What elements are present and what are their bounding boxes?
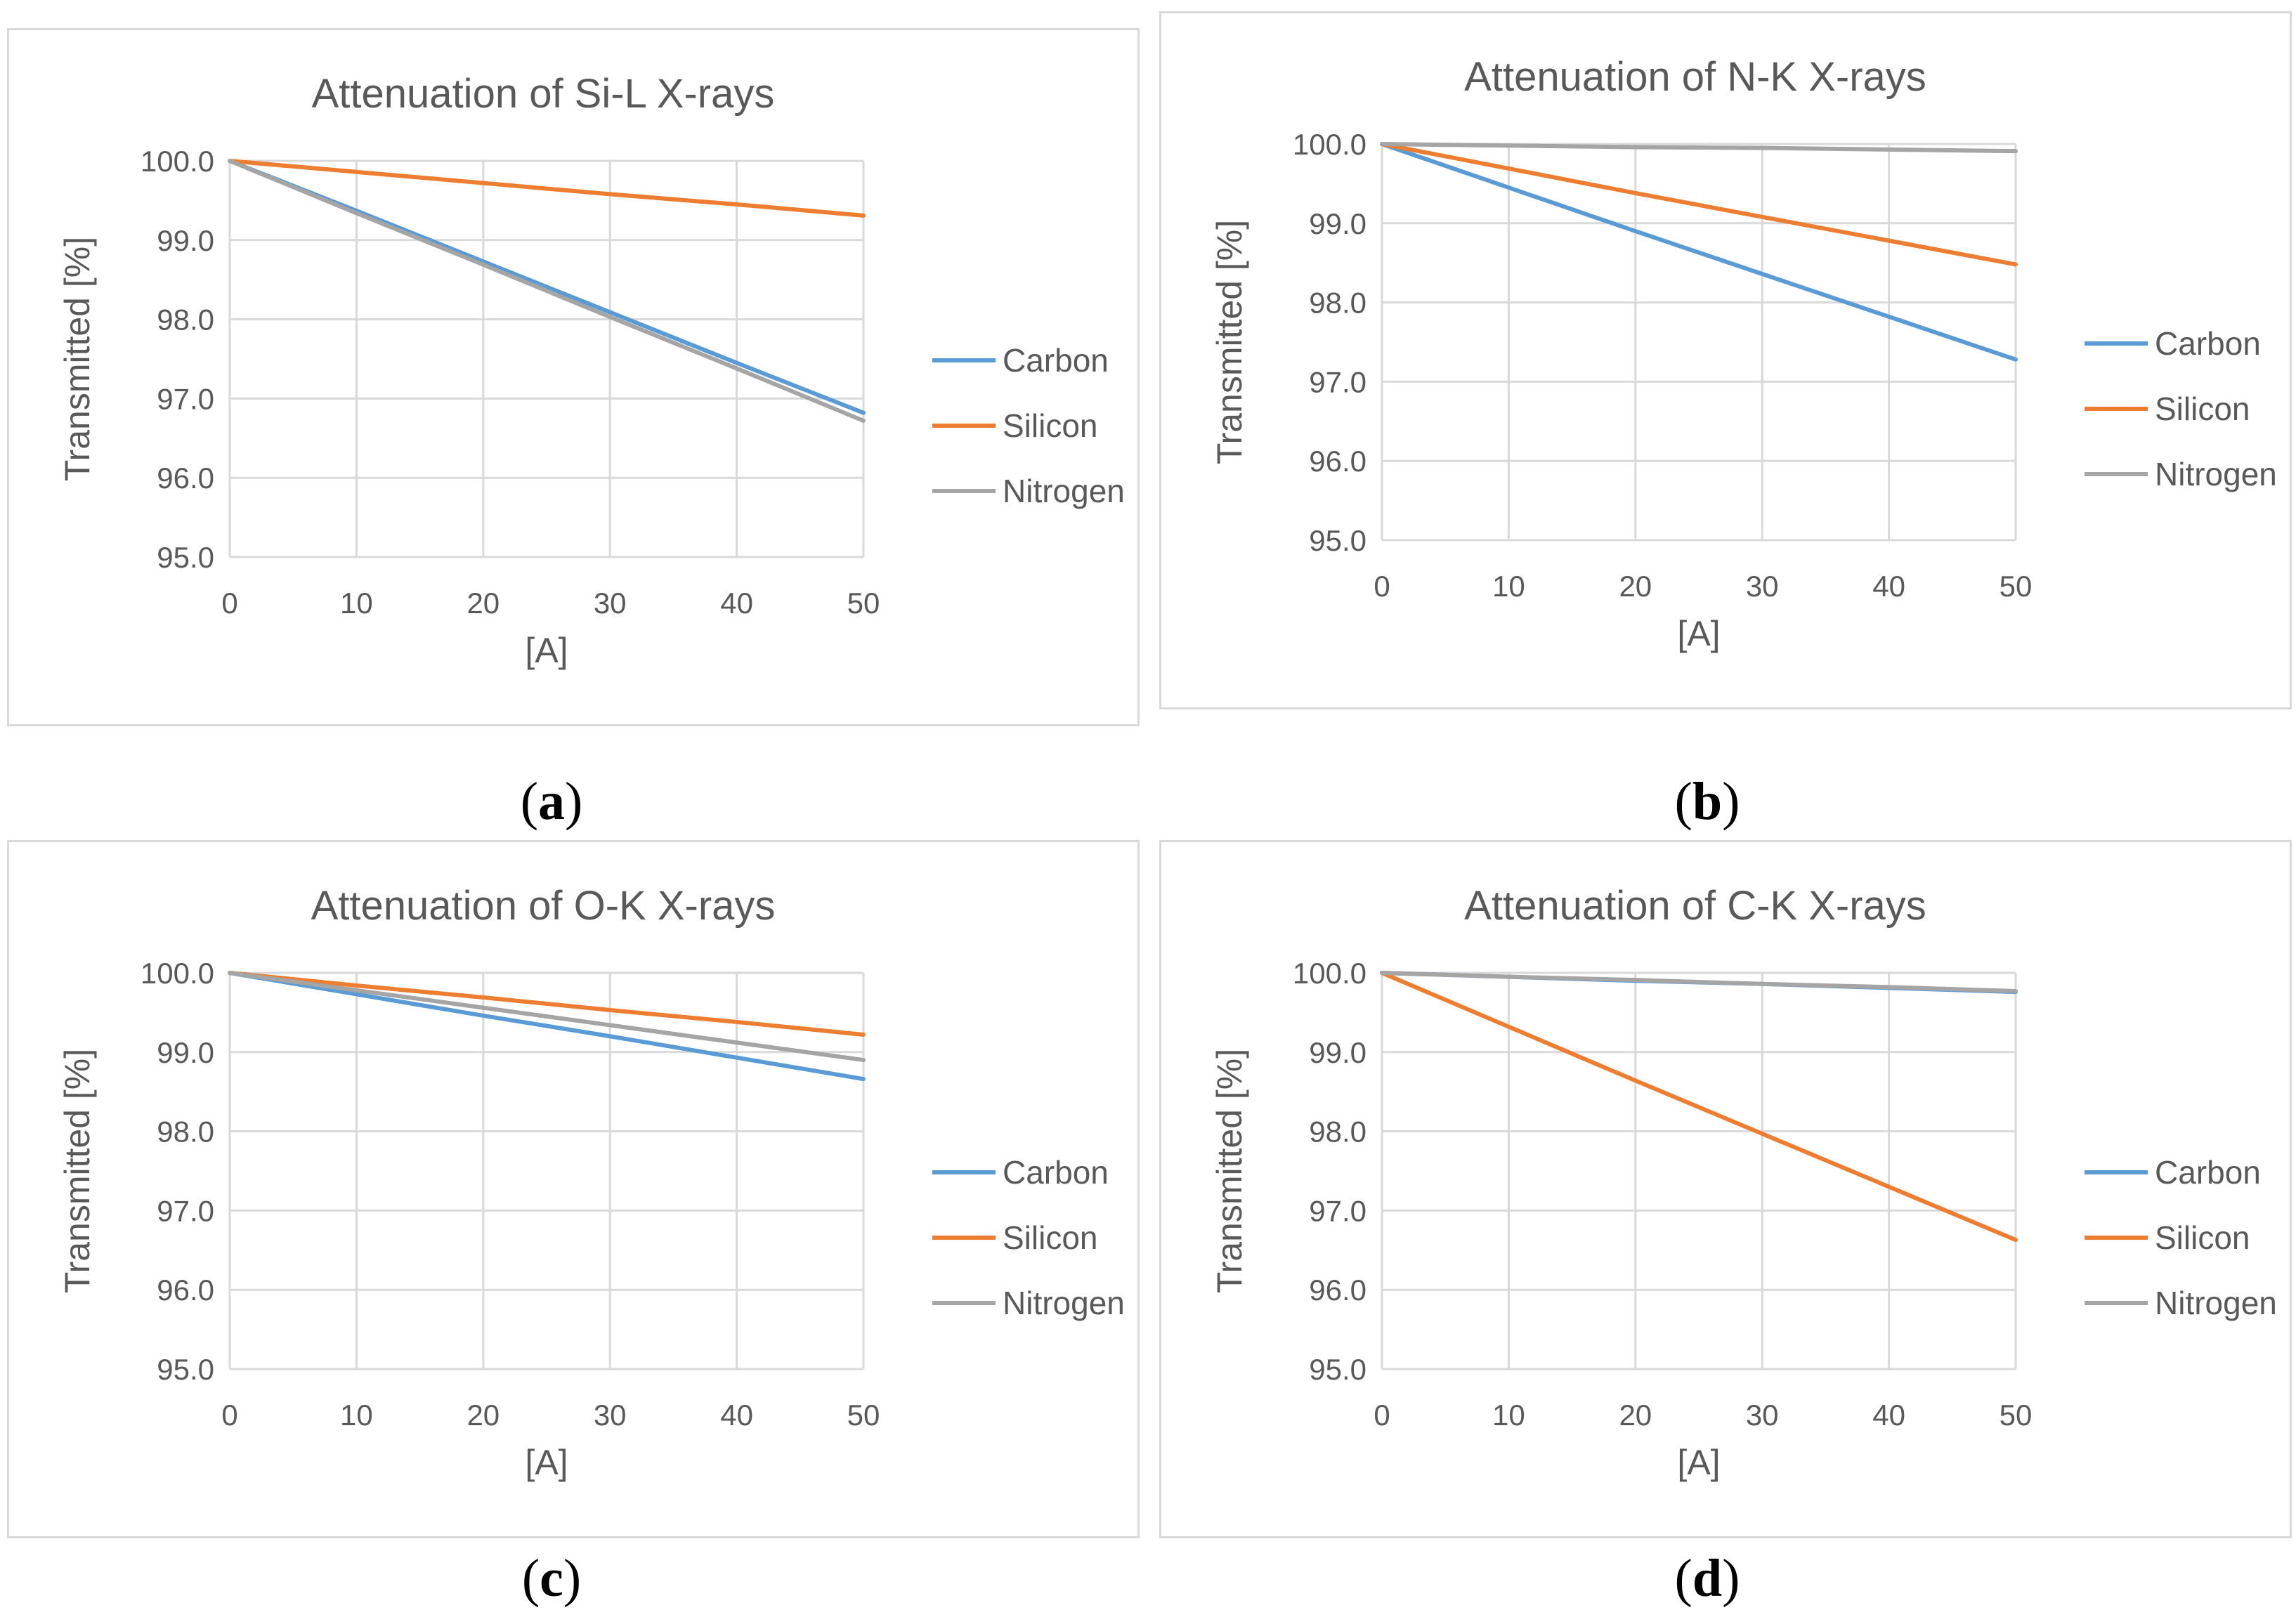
chart-panel-d: Attenuation of C-K X-rays 95.0 96.0 97.0 98.… — [1159, 840, 2292, 1538]
y-tick-label: 99.0 — [157, 224, 214, 257]
legend-label-carbon: Carbon — [1003, 342, 1109, 379]
y-tick-label: 98.0 — [157, 303, 214, 336]
x-axis-title: [A] — [1677, 614, 1720, 653]
legend-label-carbon: Carbon — [2155, 1154, 2261, 1191]
x-tick-label: 10 — [1492, 570, 1525, 603]
y-tick-label: 98.0 — [1309, 1115, 1366, 1148]
series-line-carbon — [1380, 142, 2018, 362]
series-line-silicon — [228, 159, 866, 218]
series-line-silicon — [1380, 142, 2018, 267]
y-tick-label: 98.0 — [1309, 287, 1366, 320]
legend-label-nitrogen: Nitrogen — [2155, 1285, 2277, 1321]
y-axis-title: Transmitted [%] — [58, 1049, 97, 1293]
caption-b: (b) — [1674, 772, 1740, 831]
y-axis-title: Transmitted [%] — [58, 237, 97, 481]
y-tick-label: 96.0 — [157, 461, 214, 495]
x-tick-label: 0 — [221, 1399, 237, 1432]
caption-c: (c) — [521, 1549, 582, 1608]
x-axis-title: [A] — [525, 1443, 568, 1482]
y-tick-label: 97.0 — [157, 382, 214, 415]
y-tick-label: 95.0 — [1309, 1353, 1366, 1386]
y-tick-label: 95.0 — [157, 541, 214, 574]
x-tick-label: 0 — [1374, 1399, 1390, 1432]
x-tick-label: 40 — [720, 1399, 753, 1432]
chart-title-b: Attenuation of N-K X-rays — [1464, 54, 1926, 100]
x-tick-label: 50 — [2000, 1399, 2033, 1432]
x-axis-title: [A] — [1677, 1443, 1720, 1482]
chart-a: Attenuation of Si-L X-rays 95.0 96.0 97.0 98… — [58, 71, 1125, 670]
chart-title-a: Attenuation of Si-L X-rays — [312, 71, 775, 117]
series-line-nitrogen — [228, 159, 866, 423]
x-tick-label: 30 — [1746, 570, 1779, 603]
x-axis-title: [A] — [525, 631, 568, 670]
x-tick-label: 40 — [1872, 570, 1905, 603]
y-tick-label: 99.0 — [1309, 1036, 1366, 1069]
y-tick-label: 95.0 — [1309, 524, 1366, 557]
legend-label-carbon: Carbon — [1003, 1154, 1109, 1191]
x-tick-label: 10 — [340, 587, 373, 620]
series-line-silicon — [228, 971, 866, 1037]
series-line-carbon — [228, 971, 866, 1082]
x-tick-label: 0 — [221, 587, 237, 620]
chart-panel-b: Attenuation of N-K X-rays 95.0 96.0 97.0 98.… — [1159, 11, 2292, 709]
x-tick-label: 50 — [2000, 570, 2033, 603]
y-axis-title: Transmitted [%] — [1210, 220, 1249, 464]
x-tick-label: 30 — [1746, 1399, 1779, 1432]
legend-label-nitrogen: Nitrogen — [2155, 456, 2277, 492]
legend-label-silicon: Silicon — [2155, 391, 2250, 427]
y-axis-title: Transmitted [%] — [1210, 1049, 1249, 1293]
y-tick-label: 97.0 — [1309, 1194, 1366, 1227]
y-tick-label: 100.0 — [141, 145, 214, 178]
series-line-silicon — [1380, 971, 2018, 1243]
x-tick-label: 20 — [1619, 1399, 1652, 1432]
x-tick-label: 0 — [1374, 570, 1390, 603]
caption-a: (a) — [520, 772, 583, 831]
x-tick-label: 10 — [340, 1399, 373, 1432]
y-tick-label: 99.0 — [157, 1036, 214, 1069]
series-line-nitrogen — [228, 971, 866, 1063]
y-tick-label: 100.0 — [1293, 128, 1366, 161]
series-line-nitrogen — [1380, 971, 2018, 993]
x-tick-label: 30 — [594, 587, 627, 620]
legend-label-nitrogen: Nitrogen — [1003, 1285, 1125, 1321]
x-tick-label: 10 — [1492, 1399, 1525, 1432]
y-tick-label: 98.0 — [157, 1115, 214, 1148]
x-tick-label: 50 — [847, 1399, 880, 1432]
x-tick-label: 40 — [1872, 1399, 1905, 1432]
chart-panel-a: Attenuation of Si-L X-rays 95.0 96.0 97.0 98… — [7, 28, 1140, 726]
y-tick-label: 97.0 — [1309, 365, 1366, 398]
legend-label-silicon: Silicon — [1003, 407, 1098, 444]
x-tick-label: 20 — [1619, 570, 1652, 603]
chart-panel-c: Attenuation of O-K X-rays 95.0 96.0 97.0 98.… — [7, 840, 1140, 1538]
y-tick-label: 100.0 — [141, 957, 214, 990]
y-tick-label: 97.0 — [157, 1194, 214, 1227]
x-tick-label: 40 — [720, 587, 753, 620]
y-tick-label: 96.0 — [1309, 445, 1366, 478]
chart-d: Attenuation of C-K X-rays 95.0 96.0 97.0 98.… — [1210, 883, 2277, 1482]
chart-title-c: Attenuation of O-K X-rays — [311, 883, 776, 929]
chart-title-d: Attenuation of C-K X-rays — [1464, 883, 1926, 929]
x-tick-label: 30 — [594, 1399, 627, 1432]
series-line-nitrogen — [1380, 142, 2018, 154]
y-tick-label: 99.0 — [1309, 207, 1366, 240]
x-tick-label: 50 — [847, 587, 880, 620]
y-tick-label: 96.0 — [1309, 1273, 1366, 1307]
x-tick-label: 20 — [467, 1399, 500, 1432]
x-tick-label: 20 — [467, 587, 500, 620]
y-tick-label: 95.0 — [157, 1353, 214, 1386]
legend-label-nitrogen: Nitrogen — [1003, 473, 1125, 509]
y-tick-label: 100.0 — [1293, 957, 1366, 990]
legend-label-silicon: Silicon — [2155, 1219, 2250, 1256]
y-tick-label: 96.0 — [157, 1273, 214, 1307]
legend-label-silicon: Silicon — [1003, 1219, 1098, 1256]
chart-b: Attenuation of N-K X-rays 95.0 96.0 97.0 98.… — [1210, 54, 2277, 653]
legend-label-carbon: Carbon — [2155, 325, 2261, 362]
caption-d: (d) — [1674, 1549, 1740, 1608]
chart-c: Attenuation of O-K X-rays 95.0 96.0 97.0 98.… — [58, 883, 1125, 1482]
